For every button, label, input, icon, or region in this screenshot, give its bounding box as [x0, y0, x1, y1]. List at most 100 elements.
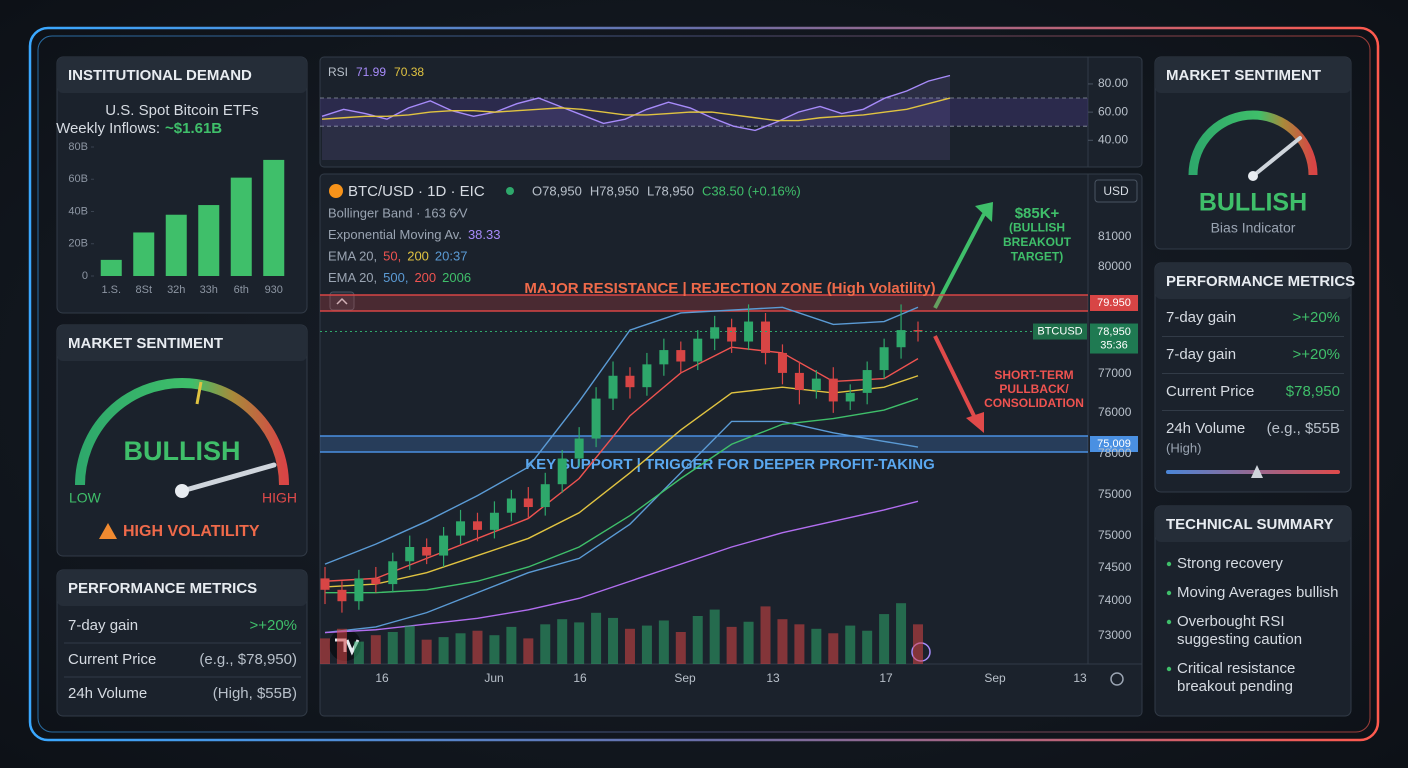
- candle-body: [777, 352, 787, 373]
- metric-value: >+20%: [249, 617, 297, 634]
- metric-label: 7-day gain: [1166, 346, 1236, 363]
- indicator: 200: [407, 248, 429, 263]
- metric-value: $78,950: [1286, 383, 1340, 400]
- price-axis-label: 78000: [1098, 446, 1132, 460]
- gauge-needle: [1251, 136, 1302, 178]
- symbol-tag-label: BTCUSD: [1037, 325, 1082, 337]
- bullet: [1166, 666, 1172, 672]
- bar: [198, 205, 220, 276]
- warning-text: HIGH VOLATILITY: [123, 523, 260, 540]
- indicator: Exponential Moving Av.: [328, 227, 462, 242]
- summary-item: breakout pending: [1177, 678, 1293, 695]
- volume-bar: [760, 606, 771, 664]
- candle-body: [422, 546, 432, 556]
- y-tick-label: 80B: [68, 141, 88, 153]
- symbol-tag: [1033, 323, 1087, 340]
- collapse-icon[interactable]: [336, 297, 348, 305]
- candle-body: [591, 398, 601, 439]
- volume-bar: [489, 635, 500, 664]
- x-axis-label: 13: [766, 671, 780, 685]
- volume-bar: [913, 624, 923, 664]
- volume-bar: [862, 630, 873, 664]
- target-annotation: (BULLISH: [1009, 221, 1065, 235]
- indicator-line: [324, 420, 919, 634]
- target-arrow: [933, 213, 986, 309]
- currency-button[interactable]: [1094, 179, 1138, 203]
- gauge-hub: [1248, 171, 1258, 181]
- summary-item: suggesting caution: [1177, 631, 1302, 648]
- indicator: 500,: [383, 270, 408, 285]
- x-axis-label: 16: [375, 671, 389, 685]
- volume-bar: [320, 638, 330, 664]
- volume-bar: [421, 639, 432, 664]
- settings-icon[interactable]: [1110, 672, 1124, 686]
- candle-body: [439, 535, 449, 556]
- chart-title: U.S. Spot Bitcoin ETFs: [105, 102, 258, 119]
- support-zone: [320, 436, 1088, 453]
- price-tag-label: 78,950: [1097, 326, 1131, 338]
- candle-body: [371, 578, 381, 585]
- metric-value: (e.g., $78,950): [199, 651, 297, 668]
- volume-bar: [743, 621, 754, 664]
- panel-title: PERFORMANCE METRICS: [68, 580, 257, 597]
- x-tick-label: 6th: [234, 284, 249, 296]
- volume-bar: [387, 632, 398, 664]
- indicator: EMA 20,: [328, 248, 377, 263]
- live-dot: [506, 187, 514, 195]
- bullet: [1166, 619, 1172, 625]
- panel-header: [57, 325, 307, 361]
- x-tick-label: 33h: [200, 284, 218, 296]
- slider-thumb: [1251, 465, 1263, 478]
- volume-slider: [1166, 470, 1340, 474]
- summary-item: Strong recovery: [1177, 555, 1283, 572]
- x-tick-label: 1.S.: [101, 284, 121, 296]
- metric-value: >+20%: [1292, 309, 1340, 326]
- ohlc-value: C38.50 (+0.16%): [702, 183, 801, 198]
- target-arrowhead: [975, 202, 993, 222]
- x-tick-label: 32h: [167, 284, 185, 296]
- candle-body: [557, 458, 567, 485]
- volume-bar: [608, 617, 619, 664]
- currency-label[interactable]: USD: [1103, 184, 1129, 198]
- chart-subtitle: Weekly Inflows:: [56, 120, 160, 137]
- sentiment-status: BULLISH: [124, 436, 241, 466]
- bar: [165, 214, 187, 276]
- candle-body: [794, 372, 804, 391]
- metric-label: Current Price: [68, 651, 156, 668]
- chart-subtitle-value: ~$1.61B: [165, 120, 222, 137]
- candle-body: [811, 378, 821, 391]
- gauge-arc: [1188, 110, 1318, 176]
- metric-value: >+20%: [1292, 346, 1340, 363]
- volume-bar: [557, 619, 568, 664]
- volume-bar: [845, 625, 856, 664]
- x-axis-label: Sep: [984, 671, 1006, 685]
- price-axis-label: 73000: [1098, 628, 1132, 642]
- sentiment-status: BULLISH: [1199, 189, 1307, 217]
- candle-body: [625, 375, 635, 388]
- candle-body: [676, 350, 686, 362]
- volume-bar: [353, 641, 364, 664]
- price-tag: [1090, 323, 1138, 354]
- support-tag: [1090, 436, 1138, 453]
- volume-bar: [523, 638, 534, 664]
- candle-body: [472, 521, 482, 530]
- indicator-line: [325, 397, 919, 594]
- ohlc-value: L78,950: [647, 183, 694, 198]
- panel-header: [57, 570, 307, 606]
- metric-label: 24h Volume: [1166, 420, 1245, 437]
- metric-label: 7-day gain: [1166, 309, 1236, 326]
- price-axis-label: 74000: [1098, 593, 1132, 607]
- collapse-button[interactable]: [329, 291, 355, 311]
- panel-header: [57, 57, 307, 93]
- candle-body: [523, 498, 533, 508]
- volume-bar: [438, 637, 449, 664]
- gauge-low: LOW: [69, 490, 102, 506]
- candle-body: [879, 347, 889, 371]
- indicator: 20:37: [435, 248, 468, 263]
- panel-title: TECHNICAL SUMMARY: [1166, 516, 1334, 533]
- y-tick-label: 0: [82, 270, 88, 282]
- candle-body: [337, 589, 347, 602]
- pullback-annotation: CONSOLIDATION: [984, 396, 1084, 410]
- volume-bar: [777, 619, 788, 664]
